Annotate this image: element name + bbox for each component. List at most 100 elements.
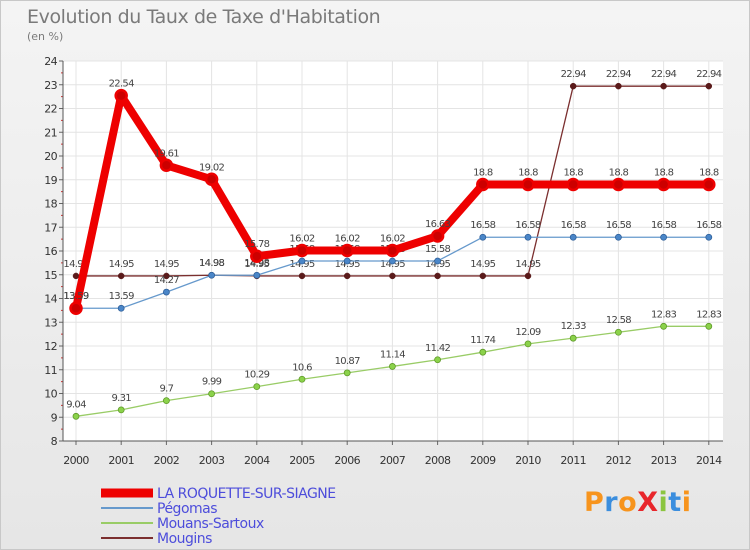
data-point-mougins (660, 82, 667, 90)
data-point-mouans-sartoux (117, 406, 125, 414)
data-point-mouans-sartoux (343, 369, 351, 377)
data-label-la-roquette-sur-siagne: 16.02 (380, 234, 405, 245)
data-label-mouans-sartoux: 9.31 (111, 393, 131, 404)
data-label-mougins: 22.94 (696, 69, 721, 80)
data-label-mougins: 22.94 (561, 69, 586, 80)
data-label-la-roquette-sur-siagne: 15.78 (244, 239, 269, 250)
data-label-mougins: 14.95 (515, 259, 540, 270)
x-tick-label: 2008 (425, 454, 451, 467)
logo-letter: o (618, 487, 638, 518)
data-point-mouans-sartoux (298, 375, 306, 383)
data-point-la-roquette-sur-siagne (385, 243, 400, 258)
data-label-pegomas: 13.59 (109, 291, 134, 302)
data-point-mouans-sartoux (208, 390, 216, 398)
data-label-la-roquette-sur-siagne: 18.8 (563, 168, 583, 179)
data-label-la-roquette-sur-siagne: 18.8 (609, 168, 629, 179)
data-label-mouans-sartoux: 10.29 (244, 370, 269, 381)
data-point-pegomas (524, 233, 532, 241)
data-label-pegomas: 14.27 (154, 275, 179, 286)
y-tick-label: 8 (51, 435, 58, 448)
data-label-mougins: 14.95 (63, 259, 88, 270)
data-point-mougins (163, 272, 170, 280)
chart-title: Evolution du Taux de Taxe d'Habitation (27, 6, 381, 28)
data-point-mouans-sartoux (434, 356, 442, 364)
x-tick-label: 2001 (108, 454, 134, 467)
data-label-mouans-sartoux: 12.58 (606, 315, 631, 326)
data-point-pegomas (343, 257, 351, 265)
data-label-la-roquette-sur-siagne: 16.63 (425, 219, 450, 230)
x-tick-label: 2011 (560, 454, 586, 467)
data-label-mouans-sartoux: 9.7 (159, 384, 173, 395)
logo-letter: t (668, 487, 682, 518)
legend-label: LA ROQUETTE-SUR-SIAGNE (157, 486, 336, 502)
data-point-pegomas (298, 257, 306, 265)
data-label-pegomas: 15.58 (425, 244, 450, 255)
y-tick-label: 20 (44, 150, 57, 163)
data-point-la-roquette-sur-siagne (340, 243, 354, 258)
y-tick-label: 10 (44, 388, 57, 401)
y-tick-label: 19 (44, 174, 57, 187)
x-tick-label: 2005 (289, 454, 315, 467)
x-tick-label: 2004 (244, 454, 270, 467)
data-label-mouans-sartoux: 12.83 (651, 309, 676, 320)
data-label-mouans-sartoux: 9.04 (66, 399, 86, 410)
x-tick-label: 2006 (334, 454, 360, 467)
data-point-la-roquette-sur-siagne (159, 158, 174, 173)
data-point-pegomas (569, 233, 577, 241)
data-point-mouans-sartoux (569, 334, 577, 342)
data-label-mouans-sartoux: 10.87 (335, 356, 360, 367)
data-label-mouans-sartoux: 11.14 (380, 349, 405, 360)
data-point-mougins (569, 82, 577, 90)
data-label-pegomas: 16.58 (606, 220, 631, 231)
logo-letter: P (584, 487, 605, 518)
legend-label: Pégomas (157, 501, 217, 517)
data-point-la-roquette-sur-siagne (69, 301, 83, 315)
data-label-mouans-sartoux: 12.83 (696, 309, 721, 320)
y-tick-label: 16 (44, 245, 57, 258)
data-point-mouans-sartoux (705, 322, 713, 330)
data-label-mougins: 14.95 (470, 259, 495, 270)
data-label-mouans-sartoux: 9.99 (202, 377, 222, 388)
data-label-mougins: 22.94 (651, 69, 676, 80)
chart-subtitle: (en %) (27, 30, 64, 43)
data-label-mouans-sartoux: 11.74 (470, 335, 495, 346)
logo-letter: i (681, 487, 692, 518)
y-tick-label: 17 (44, 221, 57, 234)
data-label-la-roquette-sur-siagne: 22.54 (109, 79, 134, 90)
data-label-mougins: 14.95 (425, 259, 450, 270)
y-tick-label: 11 (44, 364, 57, 377)
y-tick-label: 23 (44, 79, 57, 92)
data-label-mougins: 14.98 (199, 258, 224, 269)
data-label-mouans-sartoux: 11.42 (425, 343, 450, 354)
data-point-la-roquette-sur-siagne (476, 177, 490, 192)
data-label-mougins: 14.95 (335, 259, 360, 270)
x-tick-label: 2009 (470, 454, 496, 467)
logo-letter: X (637, 487, 659, 518)
data-point-mouans-sartoux (72, 412, 80, 420)
legend-label: Mougins (157, 531, 212, 547)
x-tick-label: 2014 (696, 454, 722, 467)
data-label-la-roquette-sur-siagne: 18.8 (699, 168, 719, 179)
data-point-mouans-sartoux (253, 383, 261, 391)
data-point-mouans-sartoux (479, 348, 487, 356)
data-point-mougins (615, 82, 622, 90)
data-point-mouans-sartoux (615, 328, 622, 336)
data-point-la-roquette-sur-siagne (250, 249, 264, 263)
data-label-la-roquette-sur-siagne: 18.8 (654, 168, 674, 179)
data-point-la-roquette-sur-siagne (656, 177, 671, 192)
data-label-la-roquette-sur-siagne: 18.8 (473, 168, 493, 179)
data-point-la-roquette-sur-siagne (295, 243, 309, 258)
y-tick-label: 24 (44, 55, 57, 68)
y-tick-label: 22 (44, 103, 57, 116)
data-point-mouans-sartoux (388, 363, 396, 370)
data-label-la-roquette-sur-siagne: 19.61 (154, 148, 179, 159)
x-tick-label: 2012 (606, 454, 632, 467)
data-label-la-roquette-sur-siagne: 16.02 (335, 234, 360, 245)
data-label-mougins: 22.94 (606, 69, 631, 80)
y-tick-label: 21 (44, 126, 57, 139)
x-tick-label: 2003 (199, 454, 225, 467)
x-tick-label: 2013 (651, 454, 677, 467)
data-label-pegomas: 16.58 (470, 220, 495, 231)
data-point-mougins (434, 272, 441, 280)
